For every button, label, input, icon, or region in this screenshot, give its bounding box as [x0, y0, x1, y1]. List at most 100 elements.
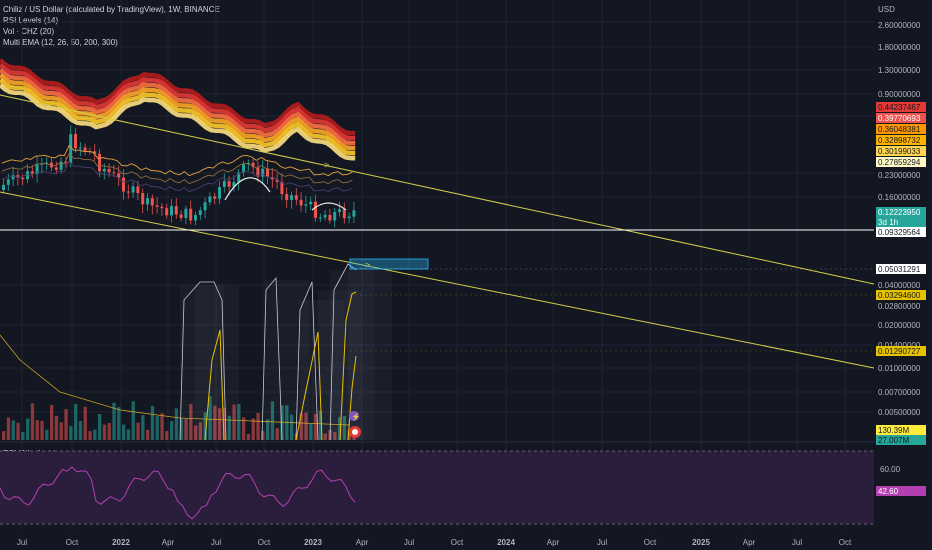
legend-symbol[interactable]: Chiliz / US Dollar (calculated by Tradin… [3, 5, 220, 14]
badge-last-price-bg [876, 207, 926, 217]
volume-bar [194, 425, 198, 440]
volume-bar [93, 429, 97, 440]
candle-body [328, 214, 332, 221]
badge-ema-50: 0.36048381 [876, 124, 926, 134]
badge-ema-26: 0.32898732 [876, 135, 926, 145]
volume-spike-area [300, 300, 344, 440]
candle-body [136, 186, 140, 194]
lower-trendline[interactable] [0, 191, 875, 369]
candle-body [165, 208, 169, 216]
ema-ribbon [0, 58, 356, 161]
legend-volume[interactable]: Vol · CHZ (20) [3, 27, 55, 36]
price-tick-label: 1.30000000 [878, 66, 921, 75]
volume-bar [122, 424, 126, 440]
price-tick-label: 0.01400000 [878, 341, 921, 350]
volume-bar [333, 432, 337, 440]
volume-bar [150, 405, 155, 440]
candle-body [333, 211, 337, 221]
candle-body [246, 162, 250, 165]
candle-body [323, 214, 327, 218]
candle-body [179, 214, 183, 219]
candle-body [184, 208, 188, 219]
time-label: 2024 [497, 538, 515, 547]
badge-ema-12: 0.30199033 [876, 146, 926, 156]
time-axis[interactable]: Jul Oct 2022 Apr Jul Oct 2023 Apr Jul Oct 2024 Apr J… [17, 538, 852, 547]
badge-ema-200-bg [876, 113, 926, 123]
candle-body [126, 191, 130, 193]
arc-drawing-1[interactable] [224, 177, 271, 201]
volume-bar [314, 413, 318, 440]
volume-bar [69, 426, 73, 440]
candle-body [275, 179, 279, 182]
badge-ema-50-text: 0.36048381 [878, 125, 921, 134]
volume-spike-yellow [204, 291, 357, 441]
ema-ribbon-band [0, 83, 356, 161]
volume-bar [54, 415, 59, 440]
price-tick-label: 0.90000000 [878, 90, 921, 99]
price-tick-label: 0.02000000 [878, 321, 921, 330]
candle-body [314, 201, 317, 218]
ema-ribbon-band [0, 68, 356, 146]
badge-horizontal-line: 0.09329564 [876, 227, 926, 237]
badge-volume-bg [876, 425, 926, 435]
legend-rsi-levels[interactable]: RSI Levels (14) [3, 16, 59, 25]
candle-body [261, 168, 265, 177]
volume-bar [338, 417, 342, 440]
volume-bar [126, 429, 131, 440]
candle-body [155, 205, 159, 207]
badge-level-1-text: 0.05031291 [878, 265, 921, 274]
volume-bar [170, 421, 174, 440]
volume-bar [318, 410, 323, 440]
lightning-glyph: ⚡ [352, 412, 361, 421]
time-label: Jul [792, 538, 802, 547]
volume-bar [323, 433, 327, 440]
badge-level-1-bg [876, 264, 926, 274]
badge-horizontal-line-text: 0.09329564 [878, 228, 921, 237]
time-label: Oct [451, 538, 464, 547]
badge-ema-12-text: 0.30199033 [878, 147, 921, 156]
candle-body [141, 193, 145, 205]
candle-body [26, 171, 29, 180]
volume-bar [227, 415, 231, 440]
candle-body [304, 204, 308, 206]
legend-ema[interactable]: Multi EMA (12, 26, 50, 200, 300) [3, 38, 118, 47]
candle-body [251, 162, 255, 168]
time-label: Apr [547, 538, 560, 547]
volume-bar [213, 405, 217, 440]
upper-trendline[interactable] [0, 94, 875, 285]
volume-bar [299, 413, 303, 440]
badge-ema-300-text: 0.44237467 [878, 103, 921, 112]
badge-ema-200-text: 0.39770693 [878, 114, 921, 123]
volume-bar [146, 429, 150, 440]
volume-bar [184, 418, 188, 440]
badge-ema-12-bg [876, 146, 926, 156]
target-box[interactable] [349, 258, 429, 270]
candle-body [69, 134, 73, 163]
time-label: Apr [743, 538, 756, 547]
arc-drawing-2[interactable] [311, 202, 347, 211]
badge-level-3: 0.01290727 [876, 346, 926, 356]
badge-ema-50-bg [876, 124, 926, 134]
volume-bar [59, 422, 63, 440]
volume-bar [165, 431, 169, 440]
candle-body [6, 179, 10, 185]
badge-ema-x-bg [876, 157, 926, 167]
price-badges: 0.44237467 0.39770693 0.36048381 0.32898732… [876, 102, 926, 496]
candle-body [299, 199, 303, 206]
price-tick-label: 0.04000000 [878, 281, 921, 290]
badge-ema-300: 0.44237467 [876, 102, 926, 112]
volume-ma-line [0, 334, 351, 426]
volume-bar [112, 402, 116, 440]
volume-bar [232, 404, 236, 440]
volume-spike-area [195, 285, 239, 440]
candle-body [342, 209, 346, 219]
volume-bar [251, 418, 255, 440]
time-label: Jul [17, 538, 27, 547]
candle-body [150, 198, 154, 206]
chart-legend: Chiliz / US Dollar (calculated by Tradin… [3, 4, 220, 48]
badge-level-2-bg [876, 290, 926, 300]
badge-volume-ma-bg [876, 435, 926, 445]
badge-rsi-value-bg [876, 486, 926, 496]
lightning-icon[interactable] [349, 411, 359, 421]
